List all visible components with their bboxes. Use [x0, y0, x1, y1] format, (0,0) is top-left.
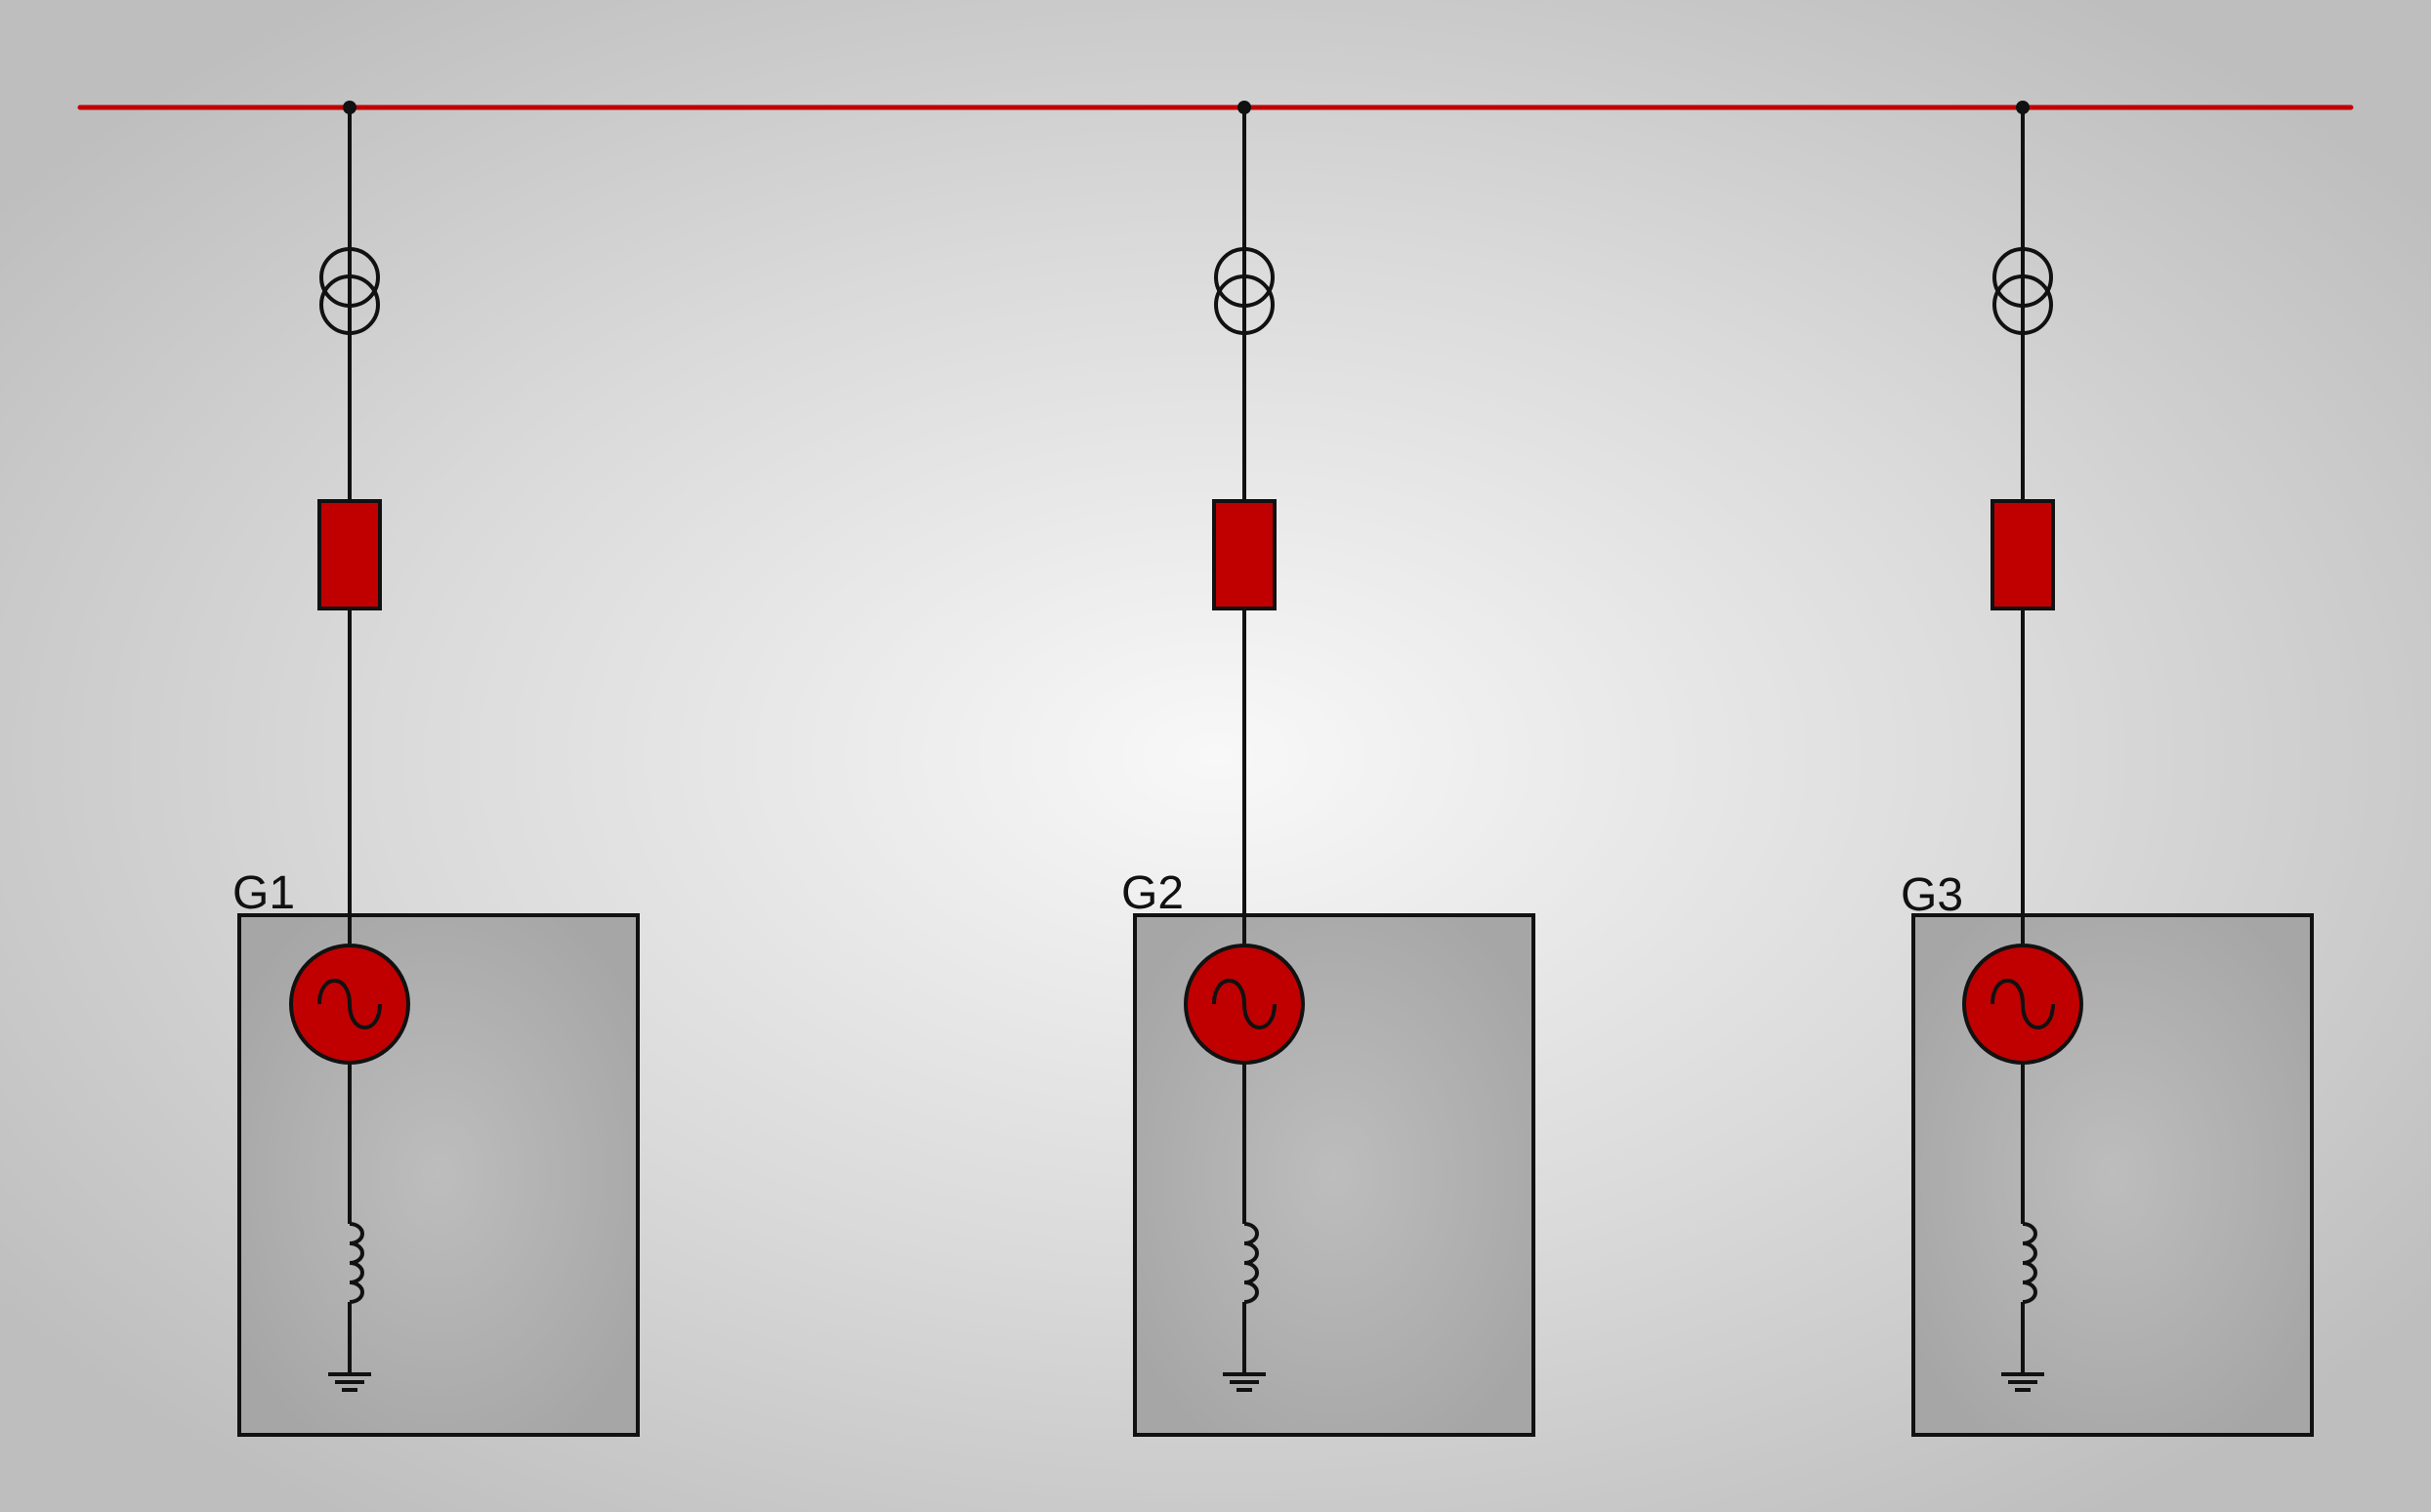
generator-label: G2 — [1121, 867, 1184, 919]
red-rectangle-breaker-icon[interactable] — [1991, 499, 2055, 610]
double-circle-transformer-icon[interactable] — [319, 247, 380, 335]
feeder-g3: G3 — [1901, 101, 2314, 1437]
feeder-g2: G2 — [1121, 101, 1535, 1437]
bus-junction-dot — [2016, 101, 2030, 114]
bus-junction-dot — [1237, 101, 1251, 114]
feeder-g1: G1 — [232, 101, 640, 1437]
double-circle-transformer-icon[interactable] — [1214, 247, 1275, 335]
ground-icon — [328, 1372, 371, 1392]
coil-inductor-icon[interactable] — [2022, 1222, 2037, 1304]
coil-inductor-icon[interactable] — [349, 1222, 364, 1304]
ac-generator-sine-icon[interactable] — [289, 944, 410, 1065]
red-rectangle-breaker-icon[interactable] — [1212, 499, 1277, 610]
bus-junction-dot — [343, 101, 356, 114]
generator-label: G3 — [1901, 869, 1963, 921]
coil-inductor-icon[interactable] — [1243, 1222, 1259, 1304]
red-rectangle-breaker-icon[interactable] — [317, 499, 382, 610]
ac-generator-sine-icon[interactable] — [1184, 944, 1305, 1065]
generator-label: G1 — [232, 867, 295, 919]
generator-enclosure[interactable] — [1911, 913, 2314, 1437]
ground-icon — [2001, 1372, 2044, 1392]
double-circle-transformer-icon[interactable] — [1992, 247, 2053, 335]
ground-icon — [1223, 1372, 1266, 1392]
ac-generator-sine-icon[interactable] — [1962, 944, 2083, 1065]
